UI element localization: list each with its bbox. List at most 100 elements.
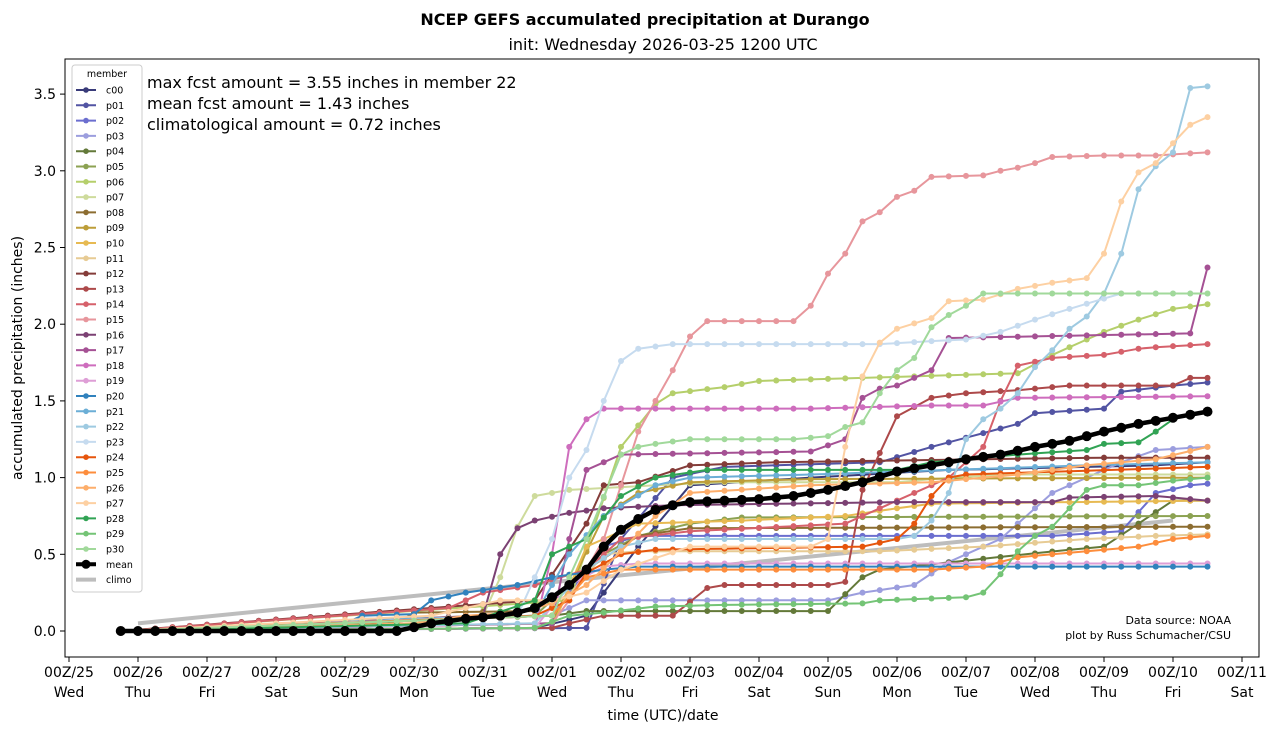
y-tick-label: 2.5 — [34, 241, 56, 257]
data-point-p13 — [1135, 382, 1142, 389]
data-point-p22 — [807, 535, 814, 542]
data-point-p13 — [859, 486, 866, 493]
data-point-p21 — [566, 551, 573, 558]
data-point-p29 — [566, 612, 573, 619]
data-point-p27 — [1170, 140, 1176, 147]
x-tick-label-date: 00Z/10 — [1148, 665, 1198, 681]
data-point-p27 — [445, 608, 452, 615]
data-point-p17 — [600, 459, 607, 466]
data-point-p17 — [1204, 264, 1211, 271]
data-point-p09 — [825, 476, 831, 483]
data-point-p30 — [945, 311, 952, 318]
data-point-p22 — [773, 535, 780, 542]
data-point-p17 — [1032, 333, 1038, 340]
data-point-p16 — [807, 500, 814, 507]
data-point-p18 — [721, 405, 728, 412]
data-point-p06 — [825, 375, 831, 382]
data-point-p06 — [721, 384, 728, 391]
data-point-p21 — [652, 482, 659, 489]
data-point-p06 — [1204, 301, 1211, 308]
data-point-mean — [995, 449, 1006, 460]
data-point-p13 — [825, 581, 831, 588]
x-tick-label-date: 00Z/07 — [941, 665, 991, 681]
data-point-p03 — [600, 597, 607, 604]
legend-label: p06 — [106, 177, 124, 188]
data-point-p13 — [618, 612, 624, 619]
data-point-p27 — [825, 535, 831, 542]
data-point-p30 — [342, 620, 348, 627]
data-point-p24 — [859, 543, 866, 550]
data-point-mean — [1081, 431, 1092, 442]
data-point-p05 — [1101, 513, 1107, 520]
data-point-p12 — [1066, 455, 1073, 462]
data-point-p22 — [531, 620, 538, 627]
data-point-p17 — [1014, 333, 1021, 340]
data-point-mean — [1133, 418, 1144, 429]
legend-item-p21: p21 — [76, 407, 124, 418]
data-point-p30 — [911, 354, 918, 361]
data-point-p22 — [1032, 364, 1038, 371]
data-point-p30 — [773, 436, 780, 443]
data-point-p13 — [756, 581, 762, 588]
data-point-p28 — [1083, 446, 1090, 453]
data-point-mean — [460, 613, 471, 624]
data-point-p16 — [997, 499, 1004, 506]
data-point-p16 — [1135, 493, 1142, 500]
data-point-p18 — [756, 405, 762, 412]
data-point-p10 — [669, 519, 676, 526]
data-point-p20 — [997, 563, 1004, 570]
data-point-p15 — [842, 250, 849, 257]
data-point-p12 — [894, 457, 900, 464]
legend-marker — [83, 408, 89, 415]
data-point-mean — [133, 626, 143, 636]
legend-label: p18 — [106, 361, 124, 372]
data-point-p29 — [859, 600, 866, 607]
data-point-p26 — [1152, 456, 1159, 463]
data-point-p15 — [894, 193, 900, 200]
data-point-p20 — [480, 587, 486, 594]
data-point-p06 — [1152, 311, 1159, 318]
data-point-p28 — [704, 466, 711, 473]
data-point-p26 — [1066, 464, 1073, 471]
data-point-p26 — [997, 473, 1004, 480]
data-point-p23 — [704, 341, 711, 348]
legend-marker — [83, 393, 89, 399]
data-point-p16 — [1118, 493, 1125, 500]
data-point-p01 — [1049, 409, 1056, 416]
data-point-p06 — [894, 373, 900, 380]
legend-item-p25: p25 — [76, 468, 124, 479]
legend-marker — [83, 301, 89, 308]
x-tick-label-date: 00Z/02 — [596, 665, 646, 681]
data-point-p16 — [1066, 494, 1073, 501]
data-point-p13 — [1032, 385, 1038, 392]
data-point-p13 — [652, 612, 659, 619]
legend-title: member — [87, 69, 127, 80]
x-tick-label-day: Wed — [537, 685, 568, 701]
data-point-p27 — [600, 578, 607, 585]
data-point-p07 — [497, 574, 504, 581]
data-point-p06 — [807, 376, 814, 383]
data-point-p28 — [687, 469, 693, 476]
legend-label: p24 — [106, 453, 124, 464]
data-point-p21 — [1014, 464, 1021, 471]
data-point-p16 — [859, 499, 866, 506]
data-point-p08 — [876, 524, 883, 531]
chart-title: NCEP GEFS accumulated precipitation at D… — [420, 10, 869, 29]
data-point-p15 — [1101, 152, 1107, 159]
data-point-p20 — [1101, 563, 1107, 570]
data-point-p26 — [876, 480, 883, 487]
legend-marker — [83, 224, 89, 231]
y-axis: 0.0 0.5 1.0 1.5 2.0 2.5 3.0 3.5 — [34, 87, 65, 640]
data-point-p18 — [652, 405, 659, 412]
data-point-p30 — [1101, 290, 1107, 297]
data-point-p24 — [1187, 464, 1194, 471]
data-point-p25 — [738, 566, 745, 573]
data-point-p02 — [1187, 482, 1194, 489]
data-point-p10 — [583, 543, 590, 550]
data-point-p30 — [859, 419, 866, 426]
data-point-p03 — [894, 584, 900, 591]
data-point-p12 — [1014, 455, 1021, 462]
data-point-p11 — [1152, 532, 1159, 539]
annotation-mean: mean fcst amount = 1.43 inches — [147, 94, 409, 113]
data-point-p06 — [1135, 316, 1142, 323]
